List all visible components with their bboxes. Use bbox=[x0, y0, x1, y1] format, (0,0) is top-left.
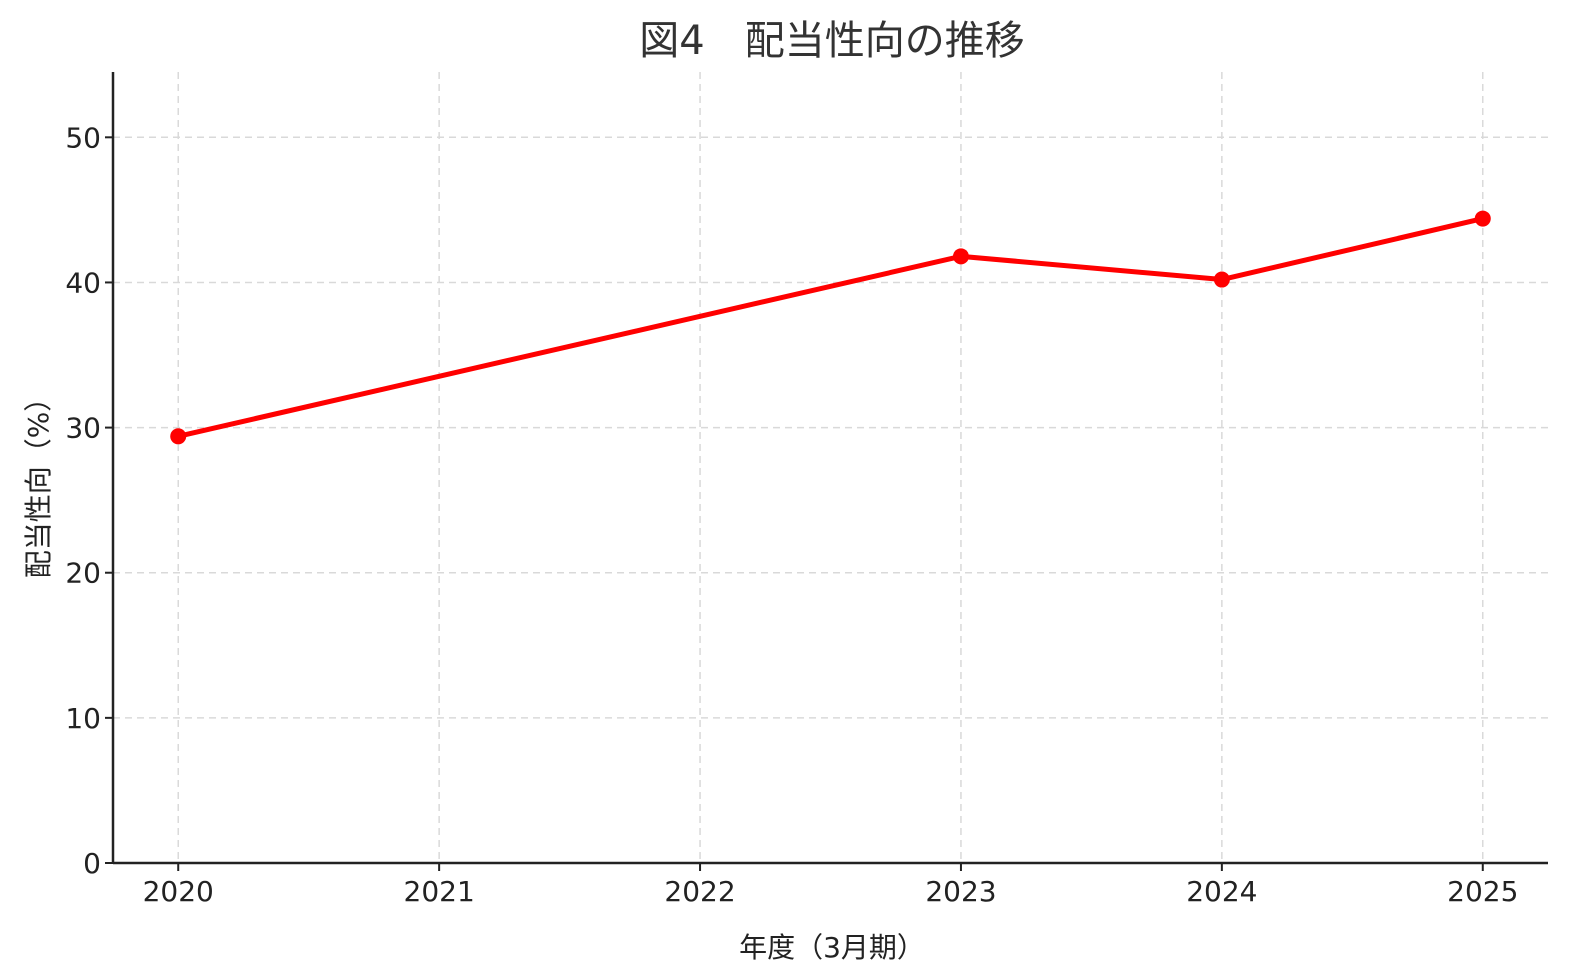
x-tick-label: 2021 bbox=[404, 875, 475, 908]
x-tick-label: 2022 bbox=[664, 875, 735, 908]
chart-title: 図4 配当性向の推移 bbox=[639, 18, 1024, 64]
x-tick-label: 2023 bbox=[925, 875, 996, 908]
y-tick-label: 0 bbox=[83, 847, 101, 880]
x-tick-label: 2025 bbox=[1447, 875, 1518, 908]
data-point bbox=[952, 248, 969, 265]
y-tick-label: 40 bbox=[65, 266, 101, 299]
y-tick-label: 10 bbox=[65, 702, 101, 735]
data-point bbox=[170, 428, 187, 445]
axes: 2020 2021 2022 2023 2024 2025 0 10 20 30 40 50 bbox=[65, 72, 1548, 908]
grid bbox=[113, 72, 1548, 863]
series bbox=[170, 210, 1491, 445]
y-tick-label: 50 bbox=[65, 121, 101, 154]
x-tick-label: 2020 bbox=[143, 875, 214, 908]
y-axis-label: 配当性向（%） bbox=[22, 384, 55, 579]
y-tick-label: 20 bbox=[65, 557, 101, 590]
x-tick-label: 2024 bbox=[1186, 875, 1257, 908]
series-line bbox=[175, 216, 1486, 439]
x-axis-label: 年度（3月期） bbox=[739, 931, 925, 964]
y-tick-label: 30 bbox=[65, 412, 101, 445]
data-point bbox=[1474, 210, 1491, 227]
data-point bbox=[1213, 271, 1230, 288]
